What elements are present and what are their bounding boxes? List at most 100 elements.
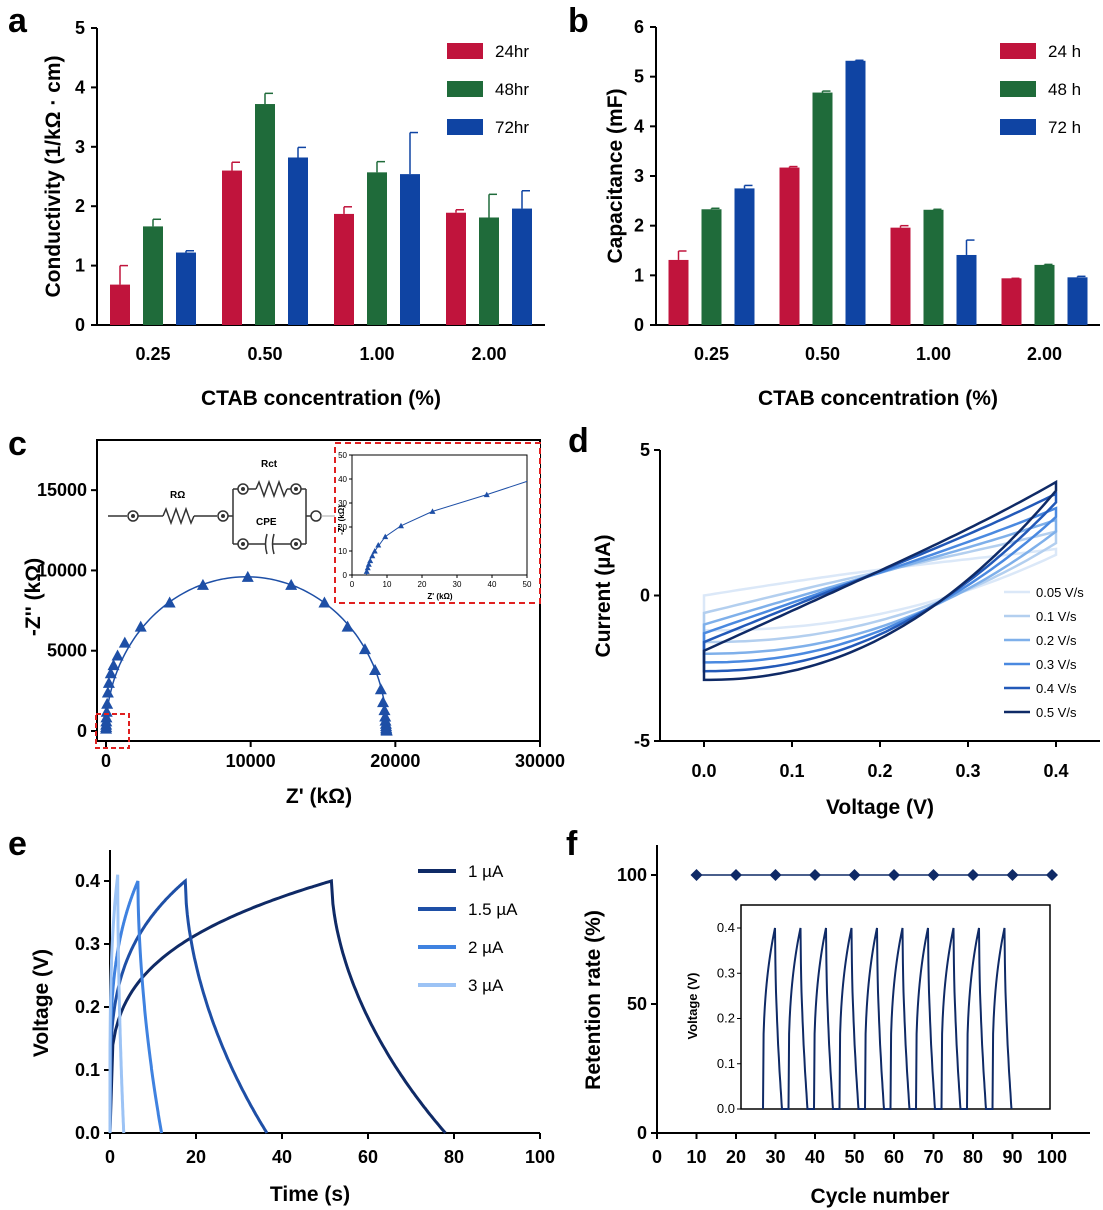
inset-y-tick-label: 0.4 (717, 920, 735, 935)
x-tick-label: 70 (923, 1147, 943, 1167)
inset-y-axis-title: Voltage (V) (685, 973, 700, 1040)
x-tick-label: 30000 (515, 751, 565, 771)
equivalent-circuit: RΩ Rct CPE (108, 459, 335, 555)
retention-point (809, 869, 821, 881)
y-axis-title: Voltage (V) (30, 949, 53, 1057)
gcd-curve-3µA (108, 874, 126, 1134)
terminal (310, 510, 322, 522)
inset-y-tick-label: 10 (338, 547, 347, 556)
legend-label: 0.3 V/s (1036, 657, 1077, 672)
legend-label: 24hr (495, 42, 529, 61)
panel-label-c: c (8, 425, 27, 463)
inset-y-tick-label: 30 (338, 499, 347, 508)
data-point (163, 596, 176, 608)
data-point (358, 643, 371, 655)
data-point (107, 659, 120, 671)
inset-y-tick-label: 40 (338, 475, 347, 484)
bar-48h-1.00 (923, 209, 944, 325)
cv-curve-0.1Vs (702, 529, 1058, 644)
inset-x-tick-label: 30 (453, 580, 462, 589)
panel-f-retention-plot: 0 10 20 30 40 50 60 70 80 90 100 0 50 100 Cycle number… (582, 845, 1090, 1208)
y-tick-label: 5 (75, 18, 85, 38)
inset-y-tick-label: 0.1 (717, 1056, 735, 1071)
x-tick-label: 1.00 (916, 344, 951, 364)
y-tick-label: 0.2 (75, 997, 100, 1017)
x-tick-label: 40 (272, 1147, 292, 1167)
legend-label: 24 h (1048, 42, 1081, 61)
legend-swatch (447, 43, 483, 59)
legend-swatch (1000, 43, 1036, 59)
inset-y-tick-label: 0.3 (717, 965, 735, 980)
y-tick-label: 2 (634, 216, 644, 236)
legend-label: 72hr (495, 118, 529, 137)
x-tick-label: 20 (186, 1147, 206, 1167)
x-tick-label: 30 (765, 1147, 785, 1167)
x-tick-label: 0 (101, 751, 111, 771)
r-ct-label: Rct (261, 459, 278, 470)
data-point (369, 663, 382, 675)
inset-data-point (398, 522, 404, 529)
x-tick-label: 0.50 (805, 344, 840, 364)
x-tick-label: 2.00 (471, 344, 506, 364)
inset-data-point (483, 491, 490, 498)
x-tick-label: 40 (805, 1147, 825, 1167)
inset: 0.0 0.1 0.2 0.3 0.4 Voltage (V) (685, 904, 1051, 1116)
bar-48hr-0.25 (143, 226, 163, 325)
legend-label: 72 h (1048, 118, 1081, 137)
y-axis-title: -Z'' (kΩ) (22, 558, 45, 636)
x-tick-label: 0.0 (691, 761, 716, 781)
y-tick-label: 50 (627, 994, 647, 1014)
resistor-symbol (162, 506, 195, 526)
panel-label-a: a (8, 2, 28, 40)
x-tick-label: 1.00 (359, 344, 394, 364)
cpe-label: CPE (256, 517, 277, 528)
bar-72h-0.50 (845, 60, 866, 325)
bar-72h-0.25 (734, 188, 755, 325)
gcd-curve-1µA (108, 879, 447, 1134)
bar-72hr-0.25 (176, 252, 196, 325)
terminal-dot (221, 514, 225, 518)
x-tick-label: 60 (358, 1147, 378, 1167)
retention-point (1006, 869, 1019, 881)
inset-y-tick-label: 0 (343, 571, 348, 580)
retention-point (690, 869, 703, 881)
inset-data-point (364, 564, 371, 571)
gcd-curve-1.5µA (108, 877, 269, 1134)
legend-label: 48hr (495, 80, 529, 99)
x-tick-label: 90 (1002, 1147, 1022, 1167)
inset-y-tick-label: 50 (338, 451, 347, 460)
data-point (134, 620, 147, 632)
bar-24hr-0.25 (110, 284, 130, 325)
terminal-dot (241, 542, 245, 546)
legend-swatch (447, 81, 483, 97)
x-axis-title: CTAB concentration (%) (201, 387, 441, 410)
x-tick-label: 80 (444, 1147, 464, 1167)
y-tick-label: 0.3 (75, 934, 100, 954)
x-axis-title: Z' (kΩ) (286, 785, 352, 808)
retention-point (769, 869, 782, 881)
x-tick-label: 60 (884, 1147, 904, 1167)
retention-point (1046, 869, 1058, 881)
data-point (100, 711, 113, 723)
y-axis-title: Conductivity (1/kΩ · cm) (42, 55, 65, 297)
x-axis-title: Cycle number (811, 1185, 950, 1208)
bar-72h-1.00 (956, 254, 977, 325)
x-tick-label: 100 (525, 1147, 555, 1167)
inset-y-tick-label: 20 (338, 523, 347, 532)
data-point (196, 578, 209, 590)
legend-label: 1.5 µA (468, 900, 518, 919)
bar-48h-2.00 (1034, 264, 1055, 325)
retention-point (888, 869, 900, 881)
bar-72hr-1.00 (400, 174, 420, 325)
x-tick-label: 0 (652, 1147, 662, 1167)
y-tick-label: 10000 (37, 560, 87, 580)
x-tick-label: 0.2 (867, 761, 892, 781)
x-tick-label: 0.25 (135, 344, 170, 364)
y-tick-label: 100 (617, 865, 647, 885)
x-tick-label: 0.1 (779, 761, 804, 781)
cpe-symbol (271, 533, 275, 555)
data-point (101, 697, 114, 709)
bar-24h-0.25 (668, 259, 689, 325)
inset-y-tick-label: 0.0 (717, 1101, 735, 1116)
data-point (100, 705, 113, 717)
